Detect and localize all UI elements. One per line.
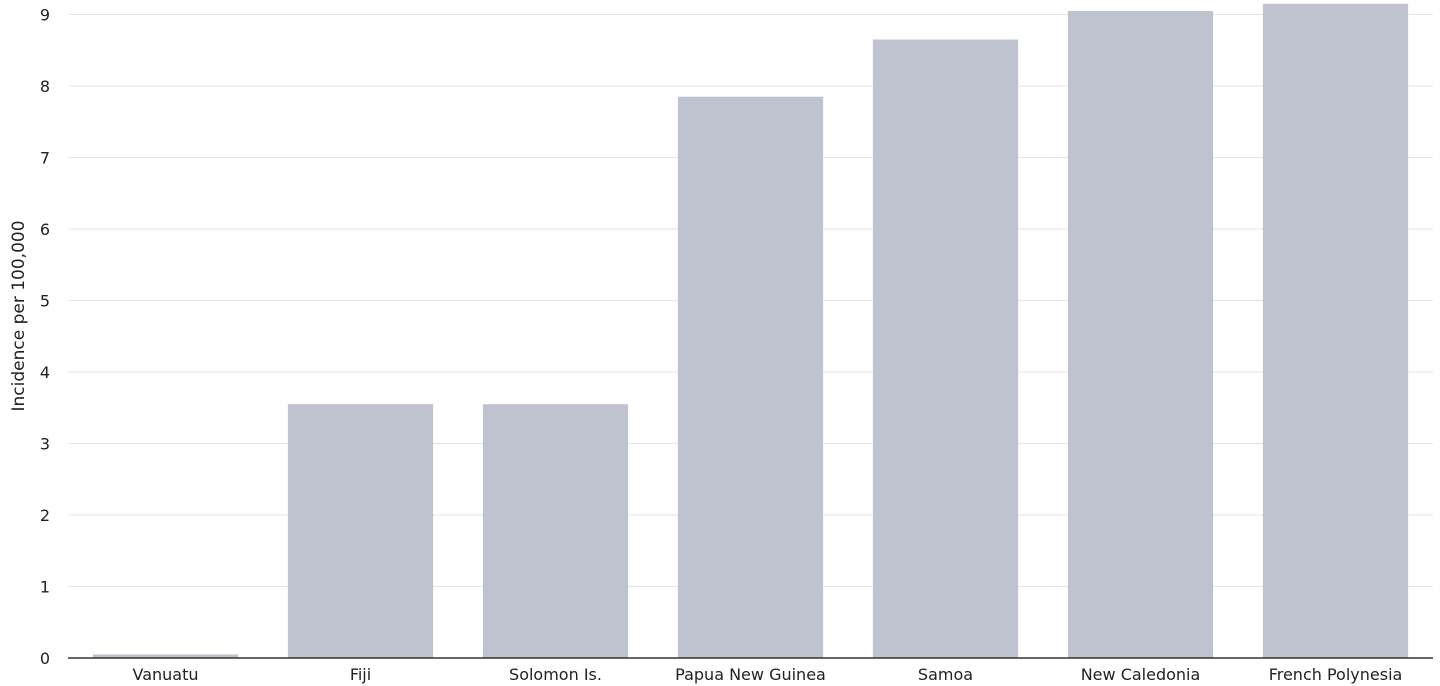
x-tick-label: Samoa — [918, 665, 973, 684]
x-tick-label: Fiji — [350, 665, 371, 684]
bar[interactable] — [1262, 3, 1409, 658]
x-tick-label: Vanuatu — [132, 665, 198, 684]
y-tick-label: 7 — [40, 149, 50, 168]
y-tick-label: 9 — [40, 6, 50, 25]
bars — [92, 3, 1409, 659]
y-tick-label: 6 — [40, 220, 50, 239]
y-tick-label: 0 — [40, 649, 50, 668]
bar[interactable] — [872, 39, 1019, 658]
y-tick-label: 3 — [40, 435, 50, 454]
bar[interactable] — [92, 654, 239, 658]
x-tick-label: New Caledonia — [1081, 665, 1201, 684]
y-tick-label: 5 — [40, 292, 50, 311]
bar[interactable] — [1067, 10, 1214, 659]
x-tick-label: Solomon Is. — [509, 665, 602, 684]
bar[interactable] — [482, 404, 629, 658]
x-tick-label: French Polynesia — [1269, 665, 1403, 684]
y-axis-title: Incidence per 100,000 — [9, 220, 29, 411]
y-tick-label: 8 — [40, 77, 50, 96]
y-tick-label: 4 — [40, 363, 50, 382]
x-tick-label: Papua New Guinea — [675, 665, 826, 684]
x-axis-ticks: Vanuatu Fiji Solomon Is. Papua New Guinea Sa… — [132, 665, 1402, 684]
y-axis-ticks: 0 1 2 3 4 5 6 7 8 9 — [40, 6, 50, 669]
bar[interactable] — [677, 96, 824, 659]
y-tick-label: 2 — [40, 506, 50, 525]
y-tick-label: 1 — [40, 578, 50, 597]
bar[interactable] — [287, 404, 434, 658]
